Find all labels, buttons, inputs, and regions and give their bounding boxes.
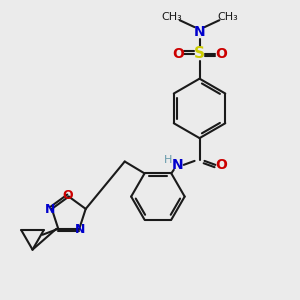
- Text: O: O: [215, 158, 227, 172]
- Text: O: O: [172, 47, 184, 61]
- Text: N: N: [194, 25, 205, 39]
- Text: O: O: [215, 47, 227, 61]
- Text: N: N: [45, 203, 55, 216]
- Text: H: H: [164, 155, 172, 165]
- Text: S: S: [194, 46, 205, 62]
- Text: N: N: [75, 223, 86, 236]
- Text: CH₃: CH₃: [161, 12, 182, 22]
- Text: O: O: [62, 189, 73, 202]
- Text: CH₃: CH₃: [217, 12, 238, 22]
- Text: N: N: [172, 158, 184, 172]
